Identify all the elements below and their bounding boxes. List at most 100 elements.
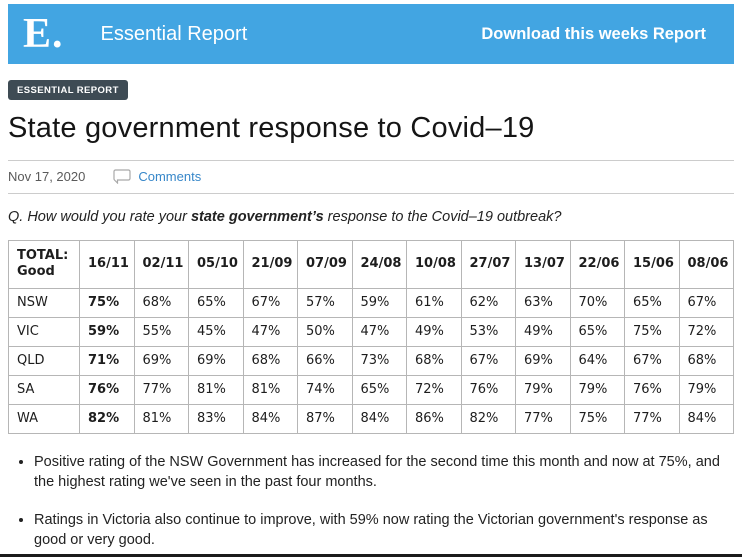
result-cell: 77%: [515, 403, 571, 434]
result-cell: 50%: [297, 316, 353, 347]
bottom-divider: [0, 554, 742, 557]
commentary-item: Positive rating of the NSW Government ha…: [34, 452, 734, 493]
survey-question: Q. How would you rate your state governm…: [8, 209, 562, 225]
page-title: State government response to Covid–19: [8, 112, 535, 144]
result-cell: 87%: [297, 403, 353, 434]
result-cell: 69%: [515, 345, 571, 376]
column-header-total-good: TOTAL: Good: [8, 240, 80, 289]
result-cell: 62%: [460, 287, 516, 318]
comments-label: Comments: [138, 169, 202, 184]
row-label: QLD: [8, 345, 80, 376]
site-title-link[interactable]: Essential Report: [100, 22, 248, 45]
header-bar: E. Essential Report Download this weeks …: [8, 4, 734, 64]
result-cell: 59%: [79, 316, 135, 347]
commentary-item: Ratings in Victoria also continue to imp…: [34, 510, 734, 551]
result-cell: 67%: [460, 345, 516, 376]
result-cell: 68%: [678, 345, 734, 376]
column-header-date: 27/07: [460, 240, 516, 289]
download-report-link[interactable]: Download this weeks Report: [481, 24, 706, 43]
column-header-date: 22/06: [569, 240, 625, 289]
table-row: SA 76% 77% 81% 81% 74% 65% 72% 76% 79% 79% 76% 79%: [8, 374, 734, 405]
site-logo[interactable]: E.: [23, 11, 64, 57]
result-cell: 47%: [242, 316, 298, 347]
result-cell: 65%: [351, 374, 407, 405]
result-cell: 75%: [569, 403, 625, 434]
result-cell: 64%: [569, 345, 625, 376]
result-cell: 59%: [351, 287, 407, 318]
column-header-date: 21/09: [242, 240, 298, 289]
result-cell: 74%: [297, 374, 353, 405]
result-cell: 66%: [297, 345, 353, 376]
result-cell: 68%: [406, 345, 462, 376]
result-cell: 79%: [678, 374, 734, 405]
result-cell: 69%: [133, 345, 189, 376]
row-label: SA: [8, 374, 80, 405]
row-label: VIC: [8, 316, 80, 347]
result-cell: 81%: [242, 374, 298, 405]
result-cell: 77%: [133, 374, 189, 405]
result-cell: 82%: [460, 403, 516, 434]
publish-date: Nov 17, 2020: [8, 169, 86, 184]
result-cell: 81%: [188, 374, 244, 405]
result-cell: 73%: [351, 345, 407, 376]
result-cell: 84%: [351, 403, 407, 434]
result-cell: 67%: [678, 287, 734, 318]
result-cell: 65%: [569, 316, 625, 347]
result-cell: 75%: [79, 287, 135, 318]
result-cell: 47%: [351, 316, 407, 347]
result-cell: 65%: [188, 287, 244, 318]
result-cell: 69%: [188, 345, 244, 376]
column-header-date: 05/10: [188, 240, 244, 289]
speech-bubble-icon: [113, 169, 131, 184]
result-cell: 84%: [242, 403, 298, 434]
column-header-date: 16/11: [79, 240, 135, 289]
result-cell: 71%: [79, 345, 135, 376]
result-cell: 67%: [624, 345, 680, 376]
table-body: NSW 75% 68% 65% 67% 57% 59% 61% 62% 63% 70% 65% 67% V…: [8, 287, 734, 434]
category-badge[interactable]: ESSENTIAL REPORT: [8, 80, 128, 100]
meta-row: Nov 17, 2020 Comments: [8, 160, 734, 194]
result-cell: 65%: [624, 287, 680, 318]
table-row: NSW 75% 68% 65% 67% 57% 59% 61% 62% 63% 70% 65% 67%: [8, 287, 734, 318]
result-cell: 86%: [406, 403, 462, 434]
result-cell: 82%: [79, 403, 135, 434]
result-cell: 72%: [678, 316, 734, 347]
column-header-date: 13/07: [515, 240, 571, 289]
comments-link[interactable]: Comments: [113, 169, 201, 184]
result-cell: 63%: [515, 287, 571, 318]
result-cell: 83%: [188, 403, 244, 434]
result-cell: 49%: [515, 316, 571, 347]
table-row: QLD 71% 69% 69% 68% 66% 73% 68% 67% 69% 64% 67% 68%: [8, 345, 734, 376]
result-cell: 84%: [678, 403, 734, 434]
table-row: WA 82% 81% 83% 84% 87% 84% 86% 82% 77% 75% 77% 84%: [8, 403, 734, 434]
table-row: VIC 59% 55% 45% 47% 50% 47% 49% 53% 49% 65% 75% 72%: [8, 316, 734, 347]
result-cell: 75%: [624, 316, 680, 347]
result-cell: 57%: [297, 287, 353, 318]
column-header-date: 07/09: [297, 240, 353, 289]
column-header-date: 24/08: [351, 240, 407, 289]
result-cell: 76%: [624, 374, 680, 405]
result-cell: 77%: [624, 403, 680, 434]
result-cell: 53%: [460, 316, 516, 347]
column-header-date: 02/11: [133, 240, 189, 289]
column-header-date: 08/06: [678, 240, 734, 289]
result-cell: 81%: [133, 403, 189, 434]
row-label: NSW: [8, 287, 80, 318]
column-header-date: 10/08: [406, 240, 462, 289]
result-cell: 55%: [133, 316, 189, 347]
result-cell: 79%: [569, 374, 625, 405]
results-table: TOTAL: Good 16/11 02/11 05/10 21/09 07/09 24/…: [8, 240, 734, 434]
result-cell: 68%: [133, 287, 189, 318]
result-cell: 67%: [242, 287, 298, 318]
table-header-row: TOTAL: Good 16/11 02/11 05/10 21/09 07/09 24/…: [8, 240, 734, 289]
column-header-date: 15/06: [624, 240, 680, 289]
result-cell: 76%: [460, 374, 516, 405]
commentary-list: Positive rating of the NSW Government ha…: [8, 452, 734, 557]
row-label: WA: [8, 403, 80, 434]
result-cell: 45%: [188, 316, 244, 347]
result-cell: 70%: [569, 287, 625, 318]
result-cell: 49%: [406, 316, 462, 347]
result-cell: 76%: [79, 374, 135, 405]
result-cell: 61%: [406, 287, 462, 318]
